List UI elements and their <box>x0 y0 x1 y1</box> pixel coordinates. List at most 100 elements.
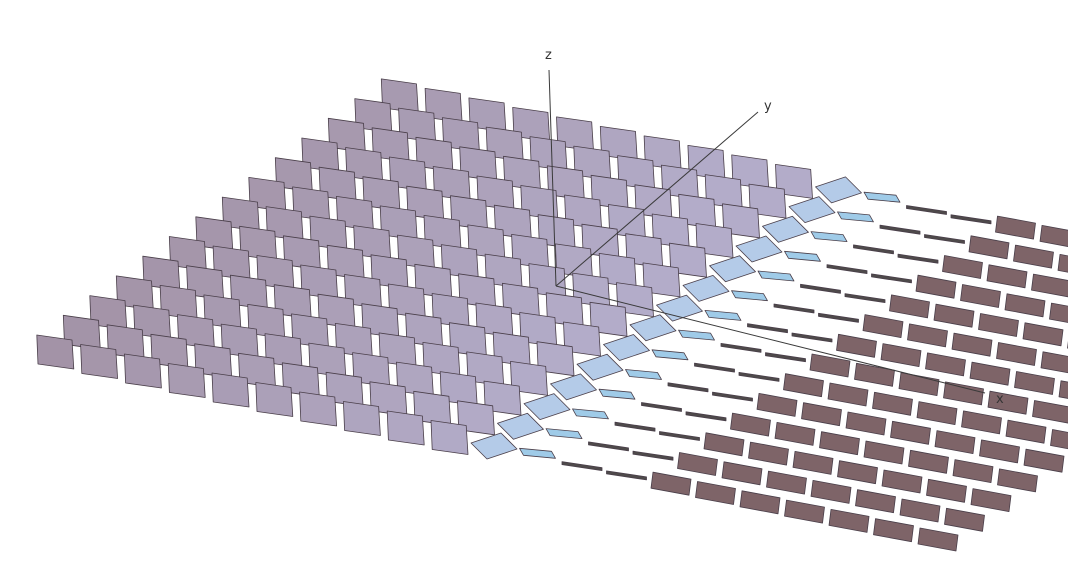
y-axis <box>555 111 759 287</box>
transition-tile <box>709 255 756 283</box>
boundary-tile <box>731 290 768 302</box>
frozen-tile <box>80 344 118 379</box>
rotated-tile <box>784 499 825 524</box>
rotated-tile <box>1039 224 1068 247</box>
rotated-tile <box>970 488 1012 513</box>
frozen-tile <box>36 334 75 370</box>
rotated-tile <box>899 498 941 523</box>
rotated-tile <box>1057 253 1068 273</box>
frozen-tile <box>211 372 250 408</box>
rotated-tile <box>1058 380 1068 399</box>
rotated-tile <box>889 294 930 319</box>
edge-on-tile <box>950 214 992 225</box>
rotated-tile <box>756 392 798 417</box>
edge-on-tile <box>614 421 656 432</box>
rotated-tile <box>881 469 923 494</box>
rotated-tile <box>951 332 993 357</box>
boundary-tile <box>651 349 689 361</box>
transition-tile <box>815 176 862 204</box>
edge-on-tile <box>879 224 921 235</box>
tile-layer <box>36 78 1068 552</box>
rotated-tile <box>801 402 842 427</box>
z-axis <box>548 69 557 287</box>
boundary-tile <box>757 270 795 282</box>
y-axis-label: y <box>764 99 772 114</box>
edge-on-tile <box>694 362 735 373</box>
rotated-tile <box>828 508 870 533</box>
boundary-tile <box>572 408 609 420</box>
rotated-tile <box>908 449 949 474</box>
x-axis-label: x <box>996 392 1004 407</box>
z-axis-label: z <box>545 48 552 63</box>
rotated-tile <box>1014 371 1055 395</box>
rotated-tile <box>1049 302 1068 323</box>
rotated-tile <box>1005 419 1047 444</box>
rotated-tile <box>845 411 887 436</box>
edge-on-tile <box>738 371 780 382</box>
transition-tile <box>788 196 836 224</box>
transition-tile <box>576 353 624 381</box>
rotated-tile <box>915 274 957 299</box>
rotated-tile <box>995 215 1036 240</box>
transition-tile <box>603 334 650 361</box>
transition-tile <box>682 274 730 302</box>
rotated-tile <box>739 490 781 515</box>
axes-group: z y x <box>545 48 1004 407</box>
rotated-tile <box>944 507 985 532</box>
rotated-tile <box>855 489 896 514</box>
rotated-tile <box>873 518 914 543</box>
frozen-tile <box>386 410 425 446</box>
rotated-tile <box>721 461 763 486</box>
rotated-tile <box>730 412 771 437</box>
boundary-tile <box>810 231 848 243</box>
edge-on-tile <box>561 461 603 472</box>
rotated-tile <box>1040 351 1068 374</box>
frozen-tile <box>124 353 162 389</box>
rotated-tile <box>862 314 904 339</box>
rotated-tile <box>783 373 824 398</box>
rotated-tile <box>1032 400 1068 424</box>
rotated-tile <box>810 479 852 504</box>
rotated-tile <box>933 303 975 328</box>
rotated-tile <box>695 481 736 505</box>
edge-on-tile <box>853 244 894 255</box>
edge-on-tile <box>685 411 727 422</box>
rotated-tile <box>863 440 905 465</box>
frozen-tile <box>167 363 206 398</box>
rotated-tile <box>1050 429 1068 450</box>
transition-tile <box>470 432 518 460</box>
rotated-tile <box>819 431 860 456</box>
edge-on-tile <box>641 402 682 412</box>
transition-tile <box>497 412 544 440</box>
edge-on-tile <box>720 342 762 353</box>
rotated-tile <box>986 264 1028 289</box>
rotated-tile <box>774 421 816 446</box>
transition-tile <box>762 215 809 243</box>
edge-on-tile <box>765 352 806 363</box>
rotated-tile <box>809 353 851 378</box>
edge-on-tile <box>897 253 939 264</box>
rotated-tile <box>677 452 718 476</box>
boundary-tile <box>784 250 821 262</box>
rotated-tile <box>916 401 958 426</box>
edge-on-tile <box>606 470 647 481</box>
rotated-tile <box>942 255 983 279</box>
frozen-tile <box>342 401 381 436</box>
transition-tile <box>523 393 571 421</box>
rotated-tile <box>836 333 877 358</box>
x-axis <box>555 285 986 394</box>
transition-tile <box>735 235 783 263</box>
boundary-tile <box>625 369 662 380</box>
boundary-tile <box>704 309 742 321</box>
rotated-tile <box>792 450 834 475</box>
rotated-tile <box>898 372 940 397</box>
rotated-tile <box>1023 448 1065 473</box>
rotated-tile <box>996 342 1037 366</box>
rotated-tile <box>766 470 807 495</box>
edge-on-tile <box>747 323 788 334</box>
edge-on-tile <box>871 273 912 284</box>
rotated-tile <box>1031 273 1068 298</box>
frozen-tile <box>255 382 294 417</box>
edge-on-tile <box>659 431 700 441</box>
